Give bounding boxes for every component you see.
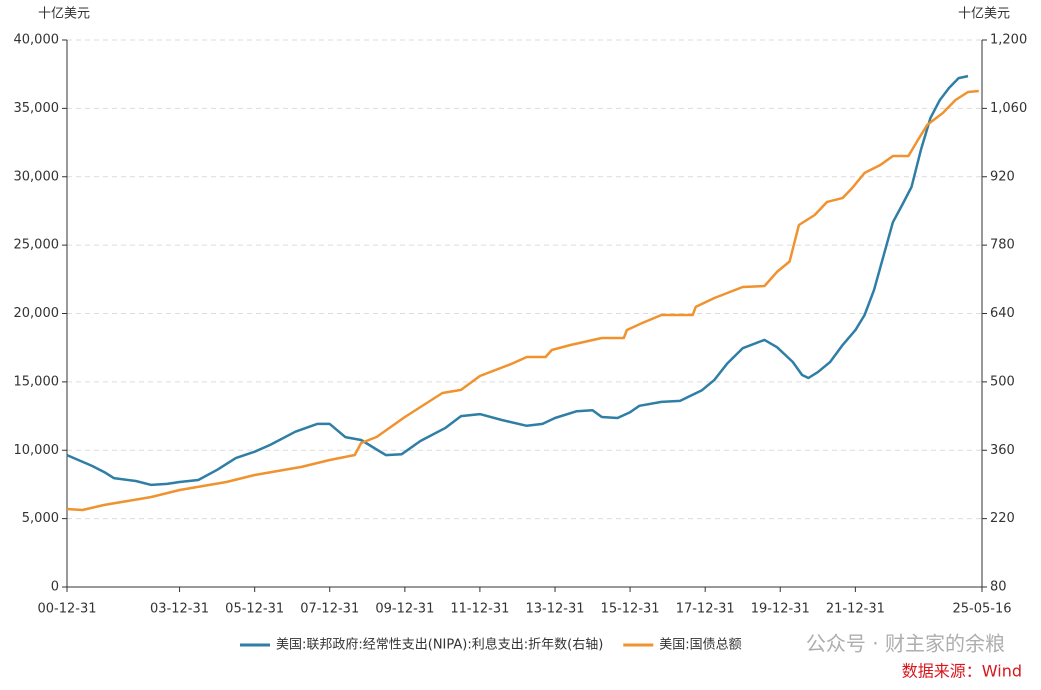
y2-tick-label: 1,060 [990, 101, 1027, 116]
series-line [66, 74, 969, 487]
y2-tick-label: 80 [990, 580, 1007, 595]
x-tick-label: 03-12-31 [150, 602, 209, 617]
x-tick-label: 00-12-31 [37, 602, 96, 617]
y-tick-label: 10,000 [14, 443, 60, 458]
x-tick-label: 21-12-31 [826, 602, 885, 617]
y-tick-label: 40,000 [14, 33, 60, 48]
y-tick-label: 5,000 [22, 511, 59, 526]
x-tick-label: 09-12-31 [375, 602, 434, 617]
y-tick-label: 30,000 [14, 169, 60, 184]
watermark: 公众号 · 财主家的余粮 [806, 632, 1005, 656]
x-tick-label: 05-12-31 [225, 602, 284, 617]
x-tick-label: 13-12-31 [526, 602, 585, 617]
source: 数据来源：Wind [902, 662, 1022, 681]
x-tick-label: 19-12-31 [751, 602, 810, 617]
y2-tick-label: 920 [990, 169, 1015, 184]
y2-tick-label: 640 [990, 306, 1015, 321]
y2-tick-label: 1,200 [990, 33, 1027, 48]
y2-tick-label: 360 [990, 443, 1015, 458]
y-tick-label: 0 [51, 580, 59, 595]
y2-unit: 十亿美元 [958, 7, 1010, 22]
y-tick-label: 15,000 [14, 374, 60, 389]
y-tick-label: 35,000 [14, 101, 60, 116]
y2-tick-label: 220 [990, 511, 1015, 526]
x-tick-label: 17-12-31 [676, 602, 735, 617]
x-tick-label: 25-05-16 [952, 602, 1011, 617]
series-line [66, 89, 979, 512]
y2-tick-label: 780 [990, 238, 1015, 253]
y-unit: 十亿美元 [38, 7, 90, 22]
x-tick-label: 15-12-31 [601, 602, 660, 617]
x-tick-label: 07-12-31 [300, 602, 359, 617]
y-tick-label: 25,000 [14, 238, 60, 253]
y2-tick-label: 500 [990, 374, 1015, 389]
legend-label: 美国:国债总额 [659, 638, 741, 653]
x-tick-label: 11-12-31 [450, 602, 509, 617]
legend-label: 美国:联邦政府:经常性支出(NIPA):利息支出:折年数(右轴) [276, 637, 603, 653]
y-tick-label: 20,000 [14, 306, 60, 321]
